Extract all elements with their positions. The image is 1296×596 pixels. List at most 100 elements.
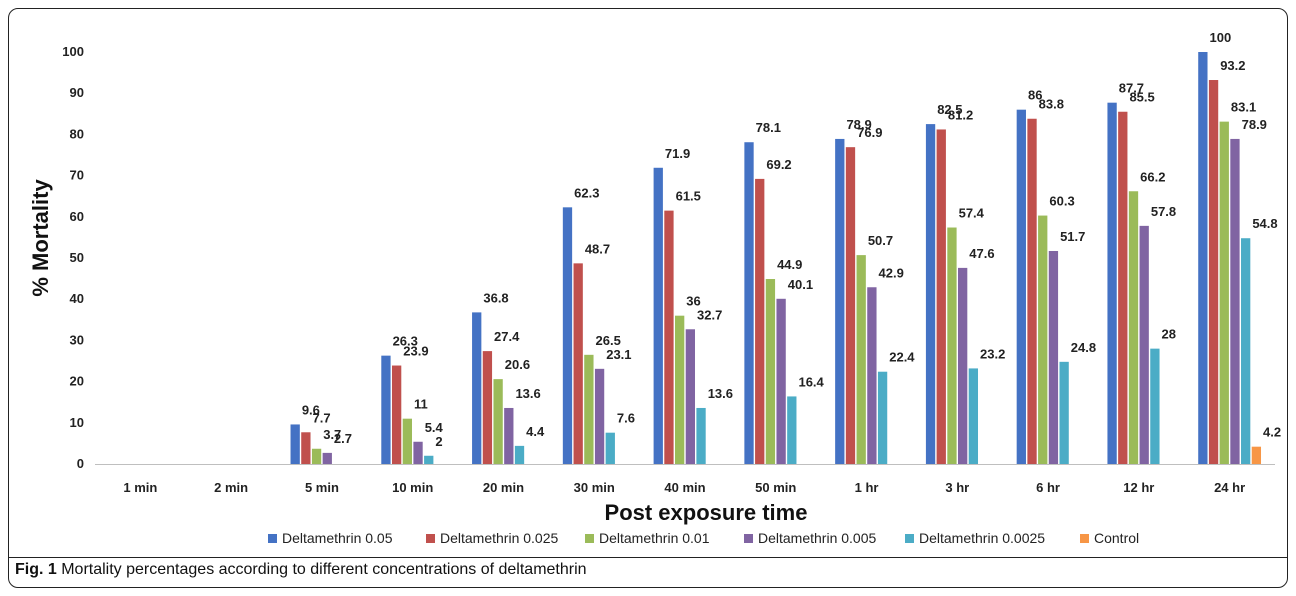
y-axis-title: % Mortality [28,179,53,297]
data-label: 50.7 [868,233,893,248]
y-tick-label: 50 [70,250,84,265]
bar [514,445,525,464]
caption-divider [8,557,1288,558]
bar [755,178,765,464]
bar [482,351,493,464]
legend-label: Deltamethrin 0.0025 [919,530,1045,546]
bar [877,371,888,464]
data-label: 4.4 [526,424,545,439]
bar [968,368,979,464]
data-label: 78.9 [1242,117,1267,132]
data-label: 26.5 [596,333,621,348]
data-label: 20.6 [505,357,530,372]
legend-swatch [585,534,594,543]
y-tick-label: 30 [70,332,84,347]
y-tick-label: 70 [70,168,84,183]
y-tick-label: 60 [70,209,84,224]
bar [311,448,322,464]
bar [391,365,402,464]
legend-swatch [268,534,277,543]
data-label: 3.7 [323,427,341,442]
figure-caption-text: Mortality percentages according to diffe… [56,561,587,578]
data-label: 23.9 [403,344,428,359]
bar [493,379,503,464]
data-label: 9.6 [302,402,320,417]
data-label: 69.2 [766,157,791,172]
bar [1048,250,1059,464]
bar [605,432,615,464]
data-label: 76.9 [857,125,882,140]
data-label: 78.9 [846,117,871,132]
data-label: 47.6 [969,246,994,261]
bar [925,124,936,464]
x-tick-label: 10 min [392,480,433,495]
bar [1241,238,1251,464]
bar [1150,348,1160,464]
x-tick-label: 3 hr [945,480,969,495]
bar [322,452,332,464]
data-label: 2 [435,434,442,449]
legend-label: Control [1094,530,1139,546]
bar [1128,191,1139,465]
bar [1059,361,1069,464]
legend: Deltamethrin 0.05 Deltamethrin 0.025 Delta… [268,530,1139,546]
data-label: 44.9 [777,257,802,272]
data-labels-group: 9.6 26.3 36.8 62.3 71.9 78.1 78.9 82.5 86 87.7 100… [302,30,1281,449]
data-label: 62.3 [574,185,599,200]
data-label: 4.2 [1263,425,1281,440]
y-tick-label: 90 [70,85,84,100]
data-label: 24.8 [1071,340,1096,355]
bar [381,355,391,464]
bar [776,298,786,464]
legend-label: Deltamethrin 0.005 [758,530,877,546]
bar [653,167,663,464]
x-tick-label: 40 min [664,480,705,495]
data-label: 23.2 [980,346,1005,361]
data-label: 61.5 [676,189,701,204]
data-label: 54.8 [1252,216,1277,231]
figure-caption-label: Fig. 1 [15,561,57,578]
bar [1139,225,1149,464]
data-label: 32.7 [697,307,722,322]
bar [856,255,866,464]
y-tick-label: 10 [70,415,84,430]
x-tick-label: 24 hr [1214,480,1245,495]
bar [413,441,423,464]
data-label: 16.4 [798,374,824,389]
bar [835,138,845,464]
data-label: 28 [1162,327,1176,342]
x-tick-label: 20 min [483,480,524,495]
bar [424,455,434,464]
bar [1118,111,1128,465]
legend-swatch [744,534,753,543]
bar [1016,109,1026,465]
bar [685,329,695,464]
x-tick-label: 5 min [305,480,339,495]
bar [787,396,797,464]
bar [594,368,605,464]
x-tick-label: 50 min [755,480,796,495]
data-label: 27.4 [494,329,520,344]
y-tick-label: 80 [70,126,84,141]
bar [573,263,583,464]
data-label: 83.8 [1039,97,1064,112]
data-label: 22.4 [889,350,915,365]
bar [675,315,685,464]
x-tick-label: 1 min [123,480,157,495]
legend-label: Deltamethrin 0.025 [440,530,559,546]
bar [1251,446,1262,464]
x-tick-label: 6 hr [1036,480,1060,495]
data-label: 2.7 [334,431,352,446]
data-label: 86 [1028,88,1042,103]
data-label: 7.7 [313,410,331,425]
bar [958,267,968,464]
data-label: 85.5 [1129,90,1154,105]
data-label: 51.7 [1060,229,1085,244]
bar [1208,80,1219,465]
data-label: 36 [686,294,700,309]
bars-group [290,52,1262,465]
figure-caption: Fig. 1 Mortality percentages according t… [15,561,587,579]
bar [301,432,311,464]
bar [562,207,573,464]
bar [504,407,514,464]
